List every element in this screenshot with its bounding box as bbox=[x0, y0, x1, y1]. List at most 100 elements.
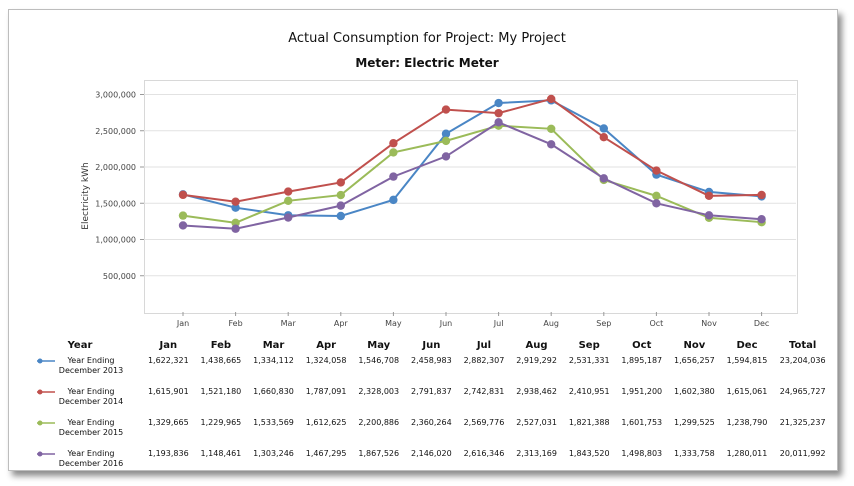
data-point bbox=[231, 224, 240, 233]
value-cell: 2,410,951 bbox=[568, 387, 610, 396]
grid-lines bbox=[144, 94, 796, 277]
series-line bbox=[182, 99, 762, 218]
header-dec: Dec bbox=[736, 339, 758, 351]
data-point bbox=[178, 221, 188, 230]
year-label-line2: December 2015 bbox=[58, 428, 124, 437]
data-point bbox=[389, 148, 398, 157]
data-point bbox=[757, 190, 766, 200]
series-line bbox=[182, 124, 762, 224]
value-cell: 1,498,803 bbox=[621, 449, 663, 458]
data-point bbox=[757, 214, 766, 224]
value-cell: 1,533,569 bbox=[253, 418, 294, 427]
data-point bbox=[389, 139, 398, 148]
value-cell: 1,324,058 bbox=[305, 356, 347, 365]
value-cell: 1,867,526 bbox=[358, 449, 400, 458]
year-cell: Year Ending December 2016 bbox=[18, 447, 142, 478]
header-jan: Jan bbox=[159, 339, 178, 351]
data-point bbox=[231, 218, 240, 228]
value-cell: 2,531,331 bbox=[568, 356, 610, 365]
value-cell: 2,742,831 bbox=[463, 387, 505, 396]
y-tick-label: 2,000,000 bbox=[95, 163, 136, 172]
data-point bbox=[284, 187, 293, 196]
data-point bbox=[336, 178, 345, 187]
data-point bbox=[441, 136, 451, 146]
value-cell: 2,328,003 bbox=[358, 387, 400, 396]
data-point bbox=[547, 124, 556, 133]
year-label-line1: Year Ending bbox=[67, 418, 115, 427]
x-tick-label: Jun bbox=[439, 319, 453, 328]
value-cell: 1,601,753 bbox=[621, 418, 663, 427]
value-cell: 1,622,321 bbox=[147, 356, 189, 365]
data-point bbox=[441, 105, 451, 114]
value-cell: 2,938,462 bbox=[516, 387, 557, 396]
total-cell: 20,011,992 bbox=[779, 449, 826, 458]
series-4 bbox=[178, 118, 766, 233]
series-2 bbox=[178, 94, 766, 206]
data-point bbox=[547, 94, 556, 104]
value-cell: 2,458,983 bbox=[410, 356, 452, 365]
legend-marker bbox=[36, 389, 55, 394]
data-point bbox=[494, 108, 503, 118]
value-cell: 2,313,169 bbox=[516, 449, 557, 458]
series-3 bbox=[178, 121, 766, 228]
series-1 bbox=[178, 96, 766, 221]
chart-title: Actual Consumption for Project: My Proje… bbox=[288, 31, 566, 46]
header-jun: Jun bbox=[422, 339, 441, 351]
year-cell: Year Ending December 2015 bbox=[18, 416, 142, 447]
value-cell: 2,616,346 bbox=[463, 449, 505, 458]
value-cell: 2,146,020 bbox=[410, 449, 452, 458]
x-tick-label: Mar bbox=[281, 319, 297, 328]
header-aug: Aug bbox=[525, 339, 548, 351]
table-row: Year Ending December 2015 1,329,665 1,229,9… bbox=[18, 416, 832, 447]
x-tick-label: Nov bbox=[701, 319, 717, 328]
header-mar: Mar bbox=[262, 339, 285, 351]
table-row: Year Ending December 2013 1,622,321 1,438,6… bbox=[18, 354, 832, 385]
year-cell: Year Ending December 2014 bbox=[18, 385, 142, 416]
x-tick-label: May bbox=[385, 319, 402, 328]
data-point bbox=[599, 124, 608, 133]
value-cell: 1,193,836 bbox=[147, 449, 189, 458]
x-tick-label: Apr bbox=[334, 319, 349, 328]
x-tick-label: Dec bbox=[754, 319, 769, 328]
header-jul: Jul bbox=[476, 339, 492, 351]
value-cell: 1,546,708 bbox=[358, 356, 400, 365]
value-cell: 1,303,246 bbox=[253, 449, 294, 458]
y-tick-label: 2,500,000 bbox=[95, 127, 136, 136]
legend-marker bbox=[36, 420, 55, 425]
x-tick-label: Oct bbox=[649, 319, 663, 328]
year-label-line2: December 2014 bbox=[58, 397, 124, 406]
header-apr: Apr bbox=[316, 339, 337, 351]
value-cell: 2,360,264 bbox=[410, 418, 452, 427]
header-sep: Sep bbox=[578, 339, 600, 351]
value-cell: 1,612,625 bbox=[305, 418, 347, 427]
value-cell: 1,148,461 bbox=[200, 449, 242, 458]
data-point bbox=[336, 201, 345, 210]
series-line bbox=[182, 121, 762, 230]
data-point bbox=[441, 129, 451, 138]
year-label-line1: Year Ending bbox=[67, 387, 115, 396]
header-nov: Nov bbox=[683, 339, 706, 351]
data-point bbox=[652, 166, 661, 175]
x-tick-label: Jan bbox=[176, 319, 189, 328]
total-cell: 23,204,036 bbox=[779, 356, 826, 365]
series-lines bbox=[178, 94, 766, 233]
value-cell: 1,660,830 bbox=[253, 387, 294, 396]
value-cell: 1,438,665 bbox=[200, 356, 242, 365]
data-point bbox=[652, 199, 661, 208]
y-tick-label: 1,000,000 bbox=[95, 236, 136, 245]
table-header-row: Year Jan Feb Mar Apr May Jun Jul Aug Sep Oct Nov Dec… bbox=[18, 338, 832, 354]
table-row: Year Ending December 2014 1,615,901 1,521,1… bbox=[18, 385, 832, 416]
value-cell: 1,615,061 bbox=[726, 387, 768, 396]
year-label-line2: December 2016 bbox=[58, 459, 124, 468]
data-point bbox=[389, 172, 398, 181]
value-cell: 1,951,200 bbox=[621, 387, 663, 396]
data-point bbox=[494, 98, 503, 108]
value-cell: 2,569,776 bbox=[463, 418, 505, 427]
value-cell: 1,333,758 bbox=[674, 449, 715, 458]
value-cell: 1,821,388 bbox=[568, 418, 610, 427]
header-oct: Oct bbox=[632, 339, 652, 351]
year-cell: Year Ending December 2013 bbox=[18, 354, 142, 385]
data-point bbox=[704, 211, 714, 220]
value-cell: 1,299,525 bbox=[674, 418, 715, 427]
y-tick-label: 500,000 bbox=[103, 272, 136, 281]
